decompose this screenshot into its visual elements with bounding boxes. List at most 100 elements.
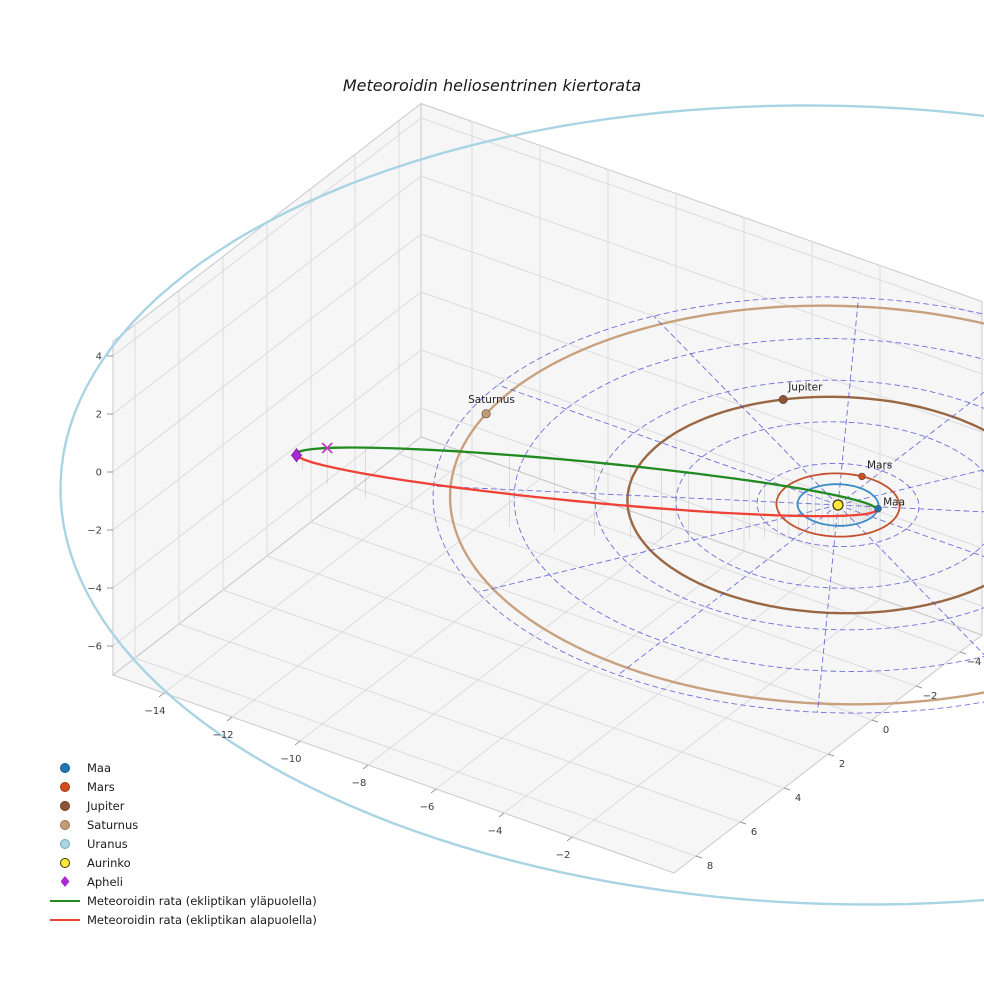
legend-marker-dot <box>48 838 82 849</box>
legend-dot-swatch <box>60 800 70 811</box>
planet-dot-mars <box>858 472 866 481</box>
y-axis-tick <box>739 821 747 825</box>
grid-y-floor <box>310 521 873 721</box>
x-tick-label: −12 <box>212 730 233 741</box>
legend-line-swatch <box>50 918 80 921</box>
legend-dot-swatch <box>60 762 70 773</box>
grid-y-floor <box>178 623 741 823</box>
grid-z-left-wall <box>112 117 422 357</box>
legend-item-label: Maa <box>87 760 112 775</box>
meteoroid-orbit-below <box>295 454 878 518</box>
planet-label-jupiter: Jupiter <box>787 382 823 394</box>
grid-z-left-wall <box>112 349 422 589</box>
grid-z-right-wall <box>420 407 983 607</box>
legend-marker-diamond <box>48 876 82 887</box>
legend-line-swatch <box>50 899 80 902</box>
z-tick-label: 4 <box>96 352 102 363</box>
legend-marker-line <box>48 918 82 921</box>
grid-z-left-wall <box>112 175 422 415</box>
legend-item: Apheli <box>48 872 317 891</box>
grid-z-right-wall <box>420 117 983 317</box>
x-tick-label: −10 <box>280 754 301 765</box>
x-axis-tick <box>498 812 505 818</box>
planet-dot-jupiter <box>778 394 788 404</box>
legend-item-label: Meteoroidin rata (ekliptikan alapuolella… <box>87 912 317 927</box>
x-tick-label: −14 <box>144 706 165 717</box>
legend-marker-dot <box>48 762 82 773</box>
polar-grid-spoke <box>653 315 839 506</box>
polar-grid-spoke <box>817 504 839 713</box>
polar-grid-spoke <box>433 485 839 506</box>
legend-item: Uranus <box>48 834 317 853</box>
planet-dot-maa <box>874 505 882 513</box>
grid-y-floor <box>354 487 917 687</box>
grid-z-right-wall <box>420 233 983 433</box>
y-tick-label: −2 <box>923 691 938 702</box>
x-axis-tick <box>226 716 233 722</box>
grid-z-right-wall <box>420 175 983 375</box>
grid-y-floor <box>398 453 961 653</box>
grid-y-floor <box>266 555 829 755</box>
grid-z-right-wall <box>420 291 983 491</box>
legend: Maa Mars Jupiter Saturnus Uranus Aurinko Aphel… <box>48 758 317 929</box>
legend-item: Meteoroidin rata (ekliptikan alapuolella… <box>48 910 317 929</box>
z-tick-label: 2 <box>96 410 102 421</box>
grid-y-floor <box>134 657 697 857</box>
legend-item-label: Apheli <box>87 874 123 889</box>
z-tick-label: −4 <box>87 584 102 595</box>
aphelion-marker <box>290 448 303 463</box>
legend-item: Maa <box>48 758 317 777</box>
polar-grid-spoke <box>837 504 984 513</box>
y-axis-tick <box>695 855 703 859</box>
legend-item-label: Uranus <box>87 836 128 851</box>
legend-marker-dot <box>48 819 82 830</box>
x-axis-tick <box>294 740 301 746</box>
legend-dot-swatch <box>60 781 70 792</box>
meteoroid-orbit-above <box>295 446 878 510</box>
legend-item-label: Meteoroidin rata (ekliptikan yläpuolella… <box>87 893 317 908</box>
legend-item-label: Jupiter <box>87 798 125 813</box>
planet-label-maa: Maa <box>883 497 905 509</box>
legend-diamond-swatch <box>60 876 70 887</box>
legend-item-label: Aurinko <box>87 855 131 870</box>
legend-marker-dot <box>48 800 82 811</box>
polar-grid-spoke <box>497 384 839 506</box>
orbit-uranus <box>59 104 984 906</box>
planet-label-saturnus: Saturnus <box>468 394 515 406</box>
x-axis-tick <box>566 836 573 842</box>
z-tick-label: −6 <box>87 642 102 653</box>
x-axis-tick <box>158 692 165 698</box>
x-tick-label: −4 <box>488 826 503 837</box>
polar-grid-spoke <box>477 504 839 593</box>
legend-item: Mars <box>48 777 317 796</box>
y-tick-label: 6 <box>751 827 757 838</box>
legend-item: Aurinko <box>48 853 317 872</box>
legend-marker-line <box>48 899 82 902</box>
z-tick-label: −2 <box>87 526 102 537</box>
legend-marker-dot <box>48 781 82 792</box>
planet-dot-saturnus <box>481 409 491 419</box>
y-axis-tick <box>871 719 879 723</box>
grid-z-left-wall <box>112 291 422 531</box>
grid-z-left-wall <box>112 233 422 473</box>
plot-title: Meteoroidin heliosentrinen kiertorata <box>342 76 642 95</box>
z-tick-label: 0 <box>96 468 102 479</box>
y-tick-label: −4 <box>967 657 982 668</box>
legend-item: Meteoroidin rata (ekliptikan yläpuolella… <box>48 891 317 910</box>
y-tick-label: 2 <box>839 759 845 770</box>
orbit-maa <box>796 483 880 527</box>
legend-item: Saturnus <box>48 815 317 834</box>
x-tick-label: −8 <box>352 778 367 789</box>
y-axis-tick <box>915 685 923 689</box>
y-tick-label: 4 <box>795 793 801 804</box>
y-tick-label: 8 <box>707 861 713 872</box>
polar-grid-spoke <box>837 297 859 506</box>
planet-label-mars: Mars <box>867 459 892 471</box>
sun-marker <box>832 499 844 511</box>
polar-grid-spoke <box>837 391 984 506</box>
x-axis-tick <box>362 764 369 770</box>
y-axis-tick <box>827 753 835 757</box>
x-tick-label: −6 <box>420 802 435 813</box>
